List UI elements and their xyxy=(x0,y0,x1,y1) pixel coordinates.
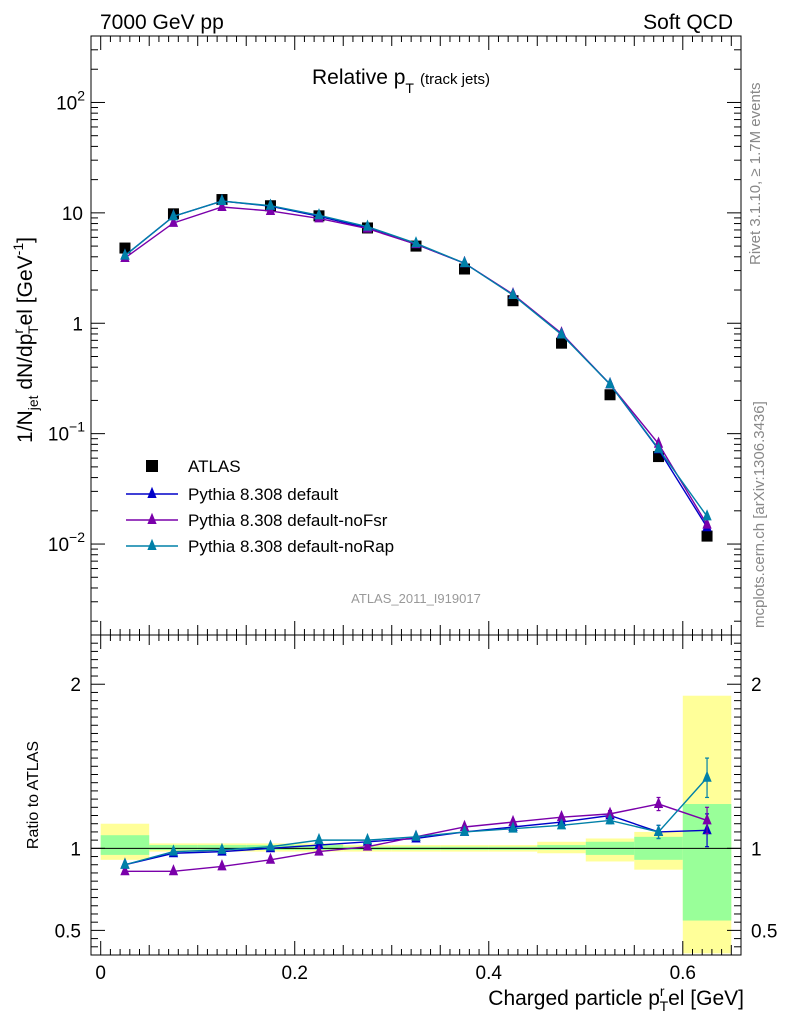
atlas-data-point xyxy=(701,530,713,542)
x-tick-label: 0.4 xyxy=(476,963,503,984)
legend-series-label: Pythia 8.308 default-noFsr xyxy=(188,511,388,530)
series-marker xyxy=(459,255,470,268)
y-tick-label: 10−1 xyxy=(48,419,85,446)
legend: ATLAS Pythia 8.308 default Pythia 8.308 de… xyxy=(126,457,394,556)
series-marker xyxy=(702,509,712,521)
ratio-series-marker xyxy=(605,806,615,818)
legend-series-label: Pythia 8.308 default xyxy=(188,485,339,504)
ratio-y-axis-label: Ratio to ATLAS xyxy=(25,741,42,849)
main-panel: 10−2 10−1 1 10 102 xyxy=(48,35,742,636)
main-y-axis-label: 1/Njet dN/dprTel [GeV-1] xyxy=(10,237,41,443)
legend-series-marker xyxy=(147,538,157,550)
series-marker xyxy=(556,327,567,339)
x-tick-label: 0 xyxy=(95,963,106,984)
y-tick-label-ratio-right: 0.5 xyxy=(751,921,777,942)
legend-series-label: Pythia 8.308 default-noRap xyxy=(188,537,394,556)
series-marker xyxy=(314,208,324,220)
series-marker xyxy=(362,219,373,231)
y-tick-label-ratio-right: 2 xyxy=(751,675,762,696)
ratio-series-marker xyxy=(556,818,567,830)
ratio-series-marker xyxy=(168,864,179,876)
stat-band-bin xyxy=(100,835,150,855)
ratio-series-marker xyxy=(653,824,664,836)
ratio-series-marker xyxy=(217,859,227,871)
y-tick-label-ratio: 1 xyxy=(70,839,81,860)
series-marker xyxy=(168,209,179,221)
ratio-series-marker xyxy=(314,832,324,845)
main-title: Relative pT (track jets) xyxy=(312,66,490,96)
stat-band-bin xyxy=(537,845,586,850)
y-tick-label: 102 xyxy=(56,87,85,114)
ratio-series-marker xyxy=(459,824,470,836)
ratio-series-marker xyxy=(702,813,712,825)
ratio-series-marker xyxy=(508,821,518,833)
mcplots-label: mcplots.cern.ch [arXiv:1306.3436] xyxy=(751,401,768,628)
ratio-series-marker xyxy=(605,813,615,825)
series-marker xyxy=(508,287,518,300)
ratio-series-marker xyxy=(265,839,276,851)
series-marker xyxy=(217,193,227,205)
ratio-series-marker xyxy=(217,842,227,854)
ratio-series-marker xyxy=(556,809,567,822)
y-tick-label-ratio-right: 1 xyxy=(751,839,762,860)
ratio-series-marker xyxy=(702,770,712,782)
series-marker xyxy=(411,236,421,248)
ratio-series-marker xyxy=(362,839,373,851)
atlas-data-point xyxy=(119,242,131,254)
ratio-series-marker xyxy=(120,857,130,869)
atlas-data-point xyxy=(507,295,519,307)
main-title-subscript: T xyxy=(405,80,414,96)
series-marker xyxy=(605,377,615,389)
series-marker xyxy=(120,248,130,260)
x-tick-label: 0.6 xyxy=(670,963,696,984)
atlas-data-point xyxy=(653,451,665,463)
main-title-suffix: (track jets) xyxy=(420,71,490,88)
legend-series-marker xyxy=(147,486,157,498)
x-tick-label: 0.2 xyxy=(282,963,308,984)
ratio-panel: 0 0.2 0.4 0.6 0.5 0.5 1 1 2 2 xyxy=(55,634,777,984)
atlas-data-point xyxy=(604,389,616,401)
series-marker xyxy=(702,517,712,529)
x-axis-label: Charged particle pr Tel [GeV] xyxy=(488,983,744,1014)
series-marker xyxy=(265,198,276,210)
y-tick-label: 10 xyxy=(62,204,83,225)
ratio-series-marker xyxy=(508,814,518,827)
series-marker xyxy=(217,199,227,211)
ratio-series-marker xyxy=(120,864,130,876)
legend-atlas-marker xyxy=(146,460,158,472)
ratio-series-marker xyxy=(265,852,276,864)
y-tick-label-ratio: 2 xyxy=(70,675,81,696)
ratio-series-marker xyxy=(362,832,373,845)
ratio-frame xyxy=(90,634,742,956)
legend-atlas-label: ATLAS xyxy=(188,457,241,476)
y-tick-label-ratio: 0.5 xyxy=(55,921,81,942)
analysis-tag: ATLAS_2011_I919017 xyxy=(351,591,481,606)
series-marker xyxy=(168,215,179,227)
atlas-data-point xyxy=(459,263,471,275)
main-title-text: Relative p xyxy=(312,66,405,89)
series-line xyxy=(124,206,708,525)
header-energy-label: 7000 GeV pp xyxy=(100,11,224,34)
ratio-series-marker xyxy=(411,829,421,841)
y-tick-label: 1 xyxy=(72,314,83,335)
ratio-series-marker xyxy=(653,796,664,808)
legend-series-marker xyxy=(147,512,157,524)
atlas-data-point xyxy=(556,337,568,349)
ratio-series-marker xyxy=(314,844,324,856)
header-category-label: Soft QCD xyxy=(643,11,733,34)
rivet-version-label: Rivet 3.1.10, ≥ 1.7M events xyxy=(747,83,764,266)
series-marker xyxy=(653,441,664,453)
ratio-series-marker xyxy=(168,844,179,856)
y-tick-label: 10−2 xyxy=(48,529,85,556)
